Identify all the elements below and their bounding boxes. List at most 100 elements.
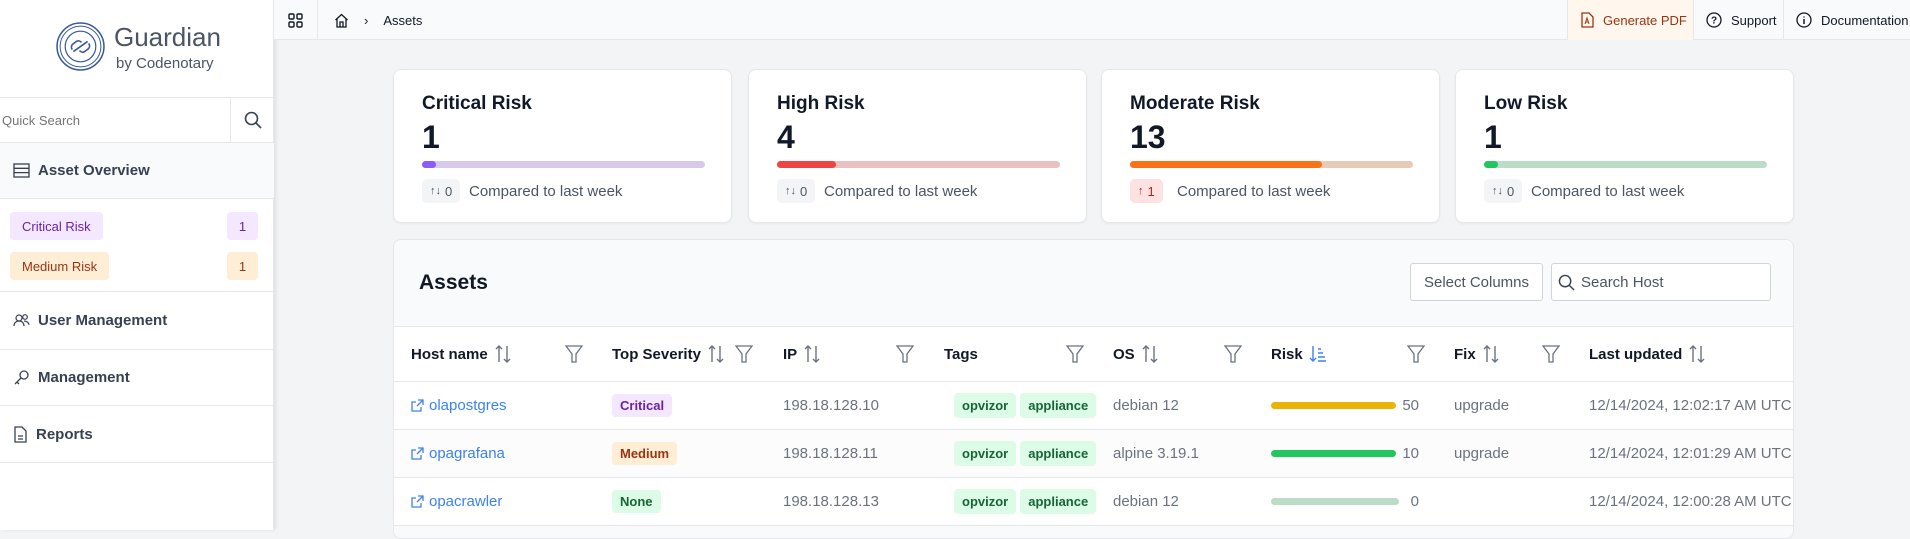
tag: opvizor: [954, 393, 1017, 418]
sidebar-item-asset-overview[interactable]: Asset Overview: [0, 143, 274, 199]
severity-badge: None: [612, 490, 661, 513]
ip-cell: 198.18.128.11: [783, 445, 878, 462]
risk-card[interactable]: Low Risk 1 ↑↓ 0 Compared to last week: [1455, 69, 1794, 223]
sidebar-item-management[interactable]: Management: [0, 350, 274, 406]
column-filter-button[interactable]: [1541, 344, 1561, 369]
column-header[interactable]: Host name: [411, 327, 512, 381]
quick-search-input[interactable]: [2, 98, 228, 142]
change-badge: ↑↓ 0: [777, 179, 816, 203]
ip-cell: 198.18.128.10: [783, 397, 879, 414]
risk-card[interactable]: High Risk 4 ↑↓ 0 Compared to last week: [748, 69, 1087, 223]
filter-icon[interactable]: [1065, 344, 1085, 364]
filter-icon[interactable]: [895, 344, 915, 364]
support-label: Support: [1731, 12, 1777, 28]
filter-icon[interactable]: [1223, 344, 1243, 364]
trend-icon: ↑↓: [1492, 185, 1503, 197]
host-name: opacrawler: [429, 493, 503, 510]
sort-icon[interactable]: [1141, 344, 1159, 364]
risk-progress-fill: [1130, 161, 1323, 168]
card-value: 1: [1484, 119, 1502, 155]
sort-icon[interactable]: [1688, 344, 1706, 364]
risk-filters: Critical Risk 1 Medium Risk 1: [0, 199, 274, 292]
last-updated-cell: 12/14/2024, 12:02:17 AM UTC: [1589, 397, 1792, 414]
search-host-placeholder: Search Host: [1581, 273, 1664, 291]
column-filter-button[interactable]: [1065, 344, 1085, 369]
column-label: IP: [783, 345, 798, 363]
tag: appliance: [1020, 393, 1097, 418]
risk-progress-fill: [777, 161, 837, 168]
table-row[interactable]: opagrafana Medium 198.18.128.11 opvizor a…: [394, 430, 1793, 478]
column-header[interactable]: OS: [1113, 327, 1159, 381]
sort-descending-icon[interactable]: [1309, 344, 1327, 364]
fix-cell: upgrade: [1454, 445, 1510, 462]
column-header[interactable]: Risk: [1271, 327, 1327, 381]
column-filter-button[interactable]: [734, 344, 754, 369]
search-icon: [1558, 274, 1575, 291]
documentation-label: Documentation: [1821, 12, 1909, 28]
column-header[interactable]: Top Severity: [612, 327, 725, 381]
filter-icon[interactable]: [1406, 344, 1426, 364]
column-label: Host name: [411, 345, 488, 363]
support-button[interactable]: ? Support: [1693, 0, 1783, 40]
select-columns-button[interactable]: Select Columns: [1410, 263, 1543, 301]
users-icon: [13, 314, 30, 327]
sidebar-item-label: Asset Overview: [38, 162, 150, 179]
last-updated-cell: 12/14/2024, 12:01:29 AM UTC: [1589, 445, 1792, 462]
external-link-icon: [411, 495, 424, 508]
host-link[interactable]: opacrawler: [411, 493, 502, 510]
column-header[interactable]: IP: [783, 327, 821, 381]
brand-subtitle: by Codenotary: [116, 55, 214, 72]
risk-progress-fill: [422, 161, 437, 168]
table-row[interactable]: opacrawler None 198.18.128.13 opvizor app…: [394, 478, 1793, 526]
filter-icon[interactable]: [1541, 344, 1561, 364]
card-title: Critical Risk: [422, 93, 532, 114]
card-title: High Risk: [777, 93, 865, 114]
sort-icon[interactable]: [494, 344, 512, 364]
search-host-field[interactable]: Search Host: [1551, 263, 1771, 301]
risk-card[interactable]: Moderate Risk 13 ↑ 1 Compared to last wee…: [1101, 69, 1440, 223]
column-label: Last updated: [1589, 345, 1683, 363]
apps-button[interactable]: [274, 0, 318, 40]
column-header[interactable]: Tags: [944, 327, 978, 381]
sort-icon[interactable]: [707, 344, 725, 364]
column-filter-button[interactable]: [1223, 344, 1243, 369]
column-filter-button[interactable]: [564, 344, 584, 369]
column-label: Fix: [1454, 345, 1476, 363]
card-value: 1: [422, 119, 440, 155]
home-icon[interactable]: [334, 13, 349, 28]
filter-icon[interactable]: [734, 344, 754, 364]
quick-search: [0, 97, 274, 143]
sidebar-item-label: User Management: [38, 312, 168, 329]
severity-badge: Medium: [612, 442, 678, 465]
column-filter-button[interactable]: [895, 344, 915, 369]
column-filter-button[interactable]: [1406, 344, 1426, 369]
tag: appliance: [1020, 441, 1097, 466]
sort-icon[interactable]: [803, 344, 821, 364]
risk-card[interactable]: Critical Risk 1 ↑↓ 0 Compared to last wee…: [393, 69, 732, 223]
sidebar-item-reports[interactable]: Reports: [0, 406, 274, 463]
risk-progress-bar: [777, 161, 1060, 168]
sidebar-item-label: Management: [38, 369, 130, 386]
sort-icon[interactable]: [1482, 344, 1500, 364]
card-title: Low Risk: [1484, 93, 1568, 114]
risk-score: 0: [1410, 493, 1419, 510]
host-link[interactable]: opagrafana: [411, 445, 505, 462]
filter-critical-risk[interactable]: Critical Risk: [10, 212, 103, 240]
table-row[interactable]: olapostgres Critical 198.18.128.10 opviz…: [394, 382, 1793, 430]
documentation-button[interactable]: Documentation: [1783, 0, 1910, 40]
generate-pdf-button[interactable]: Generate PDF: [1567, 0, 1693, 40]
risk-progress-bar: [422, 161, 705, 168]
filter-icon[interactable]: [564, 344, 584, 364]
server-icon: [13, 163, 30, 178]
generate-pdf-label: Generate PDF: [1603, 12, 1687, 28]
card-value: 4: [777, 119, 795, 155]
column-header[interactable]: Fix: [1454, 327, 1500, 381]
sidebar-item-user-management[interactable]: User Management: [0, 292, 274, 350]
trend-icon: ↑↓: [785, 185, 796, 197]
host-link[interactable]: olapostgres: [411, 397, 507, 414]
column-header[interactable]: Last updated: [1589, 327, 1706, 381]
search-button[interactable]: [230, 98, 274, 142]
filter-medium-risk[interactable]: Medium Risk: [10, 252, 110, 280]
grid-icon: [288, 12, 303, 28]
brand-name: Guardian: [114, 22, 221, 52]
